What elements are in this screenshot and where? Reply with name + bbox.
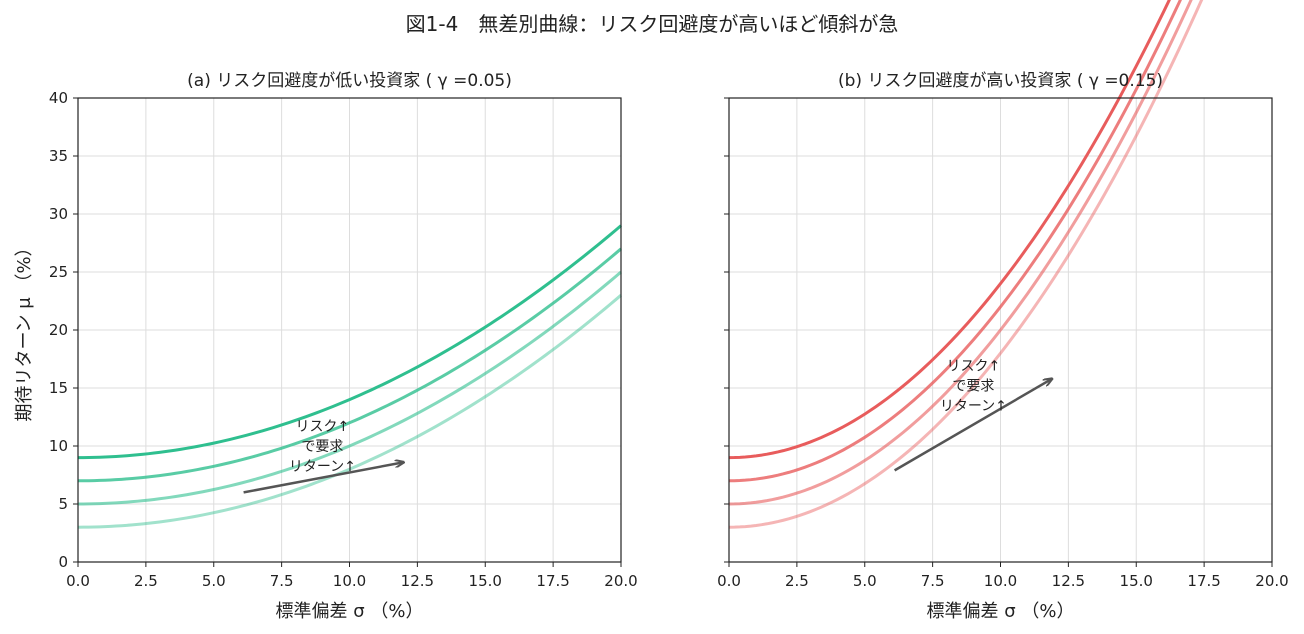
y-tick-label: 15 bbox=[49, 379, 68, 397]
x-tick-label: 15.0 bbox=[1120, 572, 1153, 590]
x-tick-label: 2.5 bbox=[134, 572, 158, 590]
y-axis-label: 期待リターン μ （%） bbox=[14, 238, 35, 421]
y-tick-label: 10 bbox=[49, 437, 68, 455]
panel-title: (a) リスク回避度が低い投資家 ( γ =0.05) bbox=[187, 71, 512, 91]
x-tick-label: 0.0 bbox=[66, 572, 90, 590]
x-tick-label: 7.5 bbox=[921, 572, 945, 590]
panel-title: (b) リスク回避度が高い投資家 ( γ =0.15) bbox=[838, 71, 1163, 91]
annotation-arrow bbox=[243, 462, 404, 494]
annotation-text: リスク↑ bbox=[946, 359, 1000, 375]
x-tick-label: 17.5 bbox=[536, 572, 569, 590]
x-tick-label: 15.0 bbox=[469, 572, 502, 590]
x-tick-label: 20.0 bbox=[1255, 572, 1288, 590]
indifference-curve-1 bbox=[77, 224, 622, 460]
indifference-curve-2 bbox=[728, 0, 1182, 483]
x-tick-label: 0.0 bbox=[717, 572, 741, 590]
figure-title: 図1-4 無差別曲線：リスク回避度が高いほど傾斜が急 bbox=[405, 12, 899, 36]
y-tick-label: 20 bbox=[49, 321, 68, 339]
annotation-arrow bbox=[893, 379, 1052, 472]
x-tick-label: 10.0 bbox=[984, 572, 1017, 590]
indifference-curve-3 bbox=[77, 270, 622, 506]
y-tick-label: 35 bbox=[49, 147, 68, 165]
x-tick-label: 2.5 bbox=[785, 572, 809, 590]
y-tick-label: 25 bbox=[49, 263, 68, 281]
indifference-curve-1 bbox=[728, 0, 1171, 460]
y-tick-label: 40 bbox=[49, 89, 68, 107]
x-tick-label: 17.5 bbox=[1187, 572, 1220, 590]
x-tick-label: 10.0 bbox=[333, 572, 366, 590]
indifference-curve-4 bbox=[77, 294, 622, 529]
annotation-text: リスク↑ bbox=[295, 419, 349, 435]
x-tick-label: 5.0 bbox=[853, 572, 877, 590]
chart-panel-a: 0.0 2.5 5.0 7.5 10.0 12.5 15.0 17.5 20.0 0 5 10 15 20… bbox=[14, 71, 638, 622]
x-tick-label: 7.5 bbox=[270, 572, 294, 590]
annotation-text: リターン↑ bbox=[940, 399, 1007, 415]
indifference-curve-3 bbox=[728, 0, 1193, 506]
x-axis-label: 標準偏差 σ （%） bbox=[276, 601, 424, 622]
x-tick-label: 5.0 bbox=[202, 572, 226, 590]
chart-panel-b: 0.0 2.5 5.0 7.5 10.0 12.5 15.0 17.5 20.0 (b) リスク回… bbox=[717, 0, 1289, 622]
annotation-text: で要求 bbox=[301, 439, 343, 455]
indifference-curve-2 bbox=[77, 247, 622, 483]
y-tick-label: 0 bbox=[58, 553, 68, 571]
x-tick-label: 12.5 bbox=[401, 572, 434, 590]
x-axis-label: 標準偏差 σ （%） bbox=[927, 601, 1075, 622]
annotation-text: リターン↑ bbox=[289, 459, 356, 475]
indifference-curve-4 bbox=[728, 0, 1204, 529]
y-tick-label: 30 bbox=[49, 205, 68, 223]
x-tick-label: 12.5 bbox=[1052, 572, 1085, 590]
annotation-text: で要求 bbox=[952, 379, 994, 395]
y-tick-label: 5 bbox=[58, 495, 68, 513]
x-tick-label: 20.0 bbox=[604, 572, 637, 590]
